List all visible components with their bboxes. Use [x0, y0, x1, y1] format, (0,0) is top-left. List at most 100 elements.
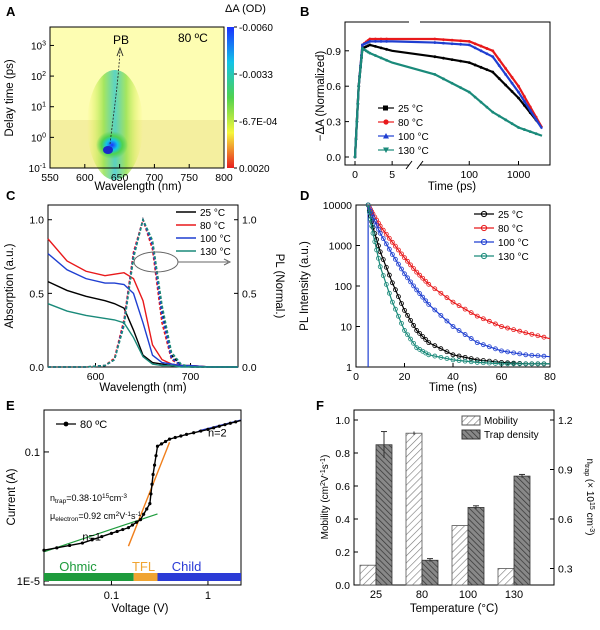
series-line-b-3 — [353, 46, 543, 158]
iv-line-e — [43, 419, 242, 551]
data-point-d — [450, 324, 456, 329]
data-point-d — [438, 354, 444, 360]
xtick-label-d: 40 — [447, 371, 459, 383]
data-point-e — [192, 431, 196, 435]
data-point-b — [473, 95, 477, 99]
data-point-d — [450, 299, 456, 305]
colorbar-tick-label: -0.0060 — [239, 23, 273, 34]
data-point-d — [511, 361, 517, 367]
data-point-b — [522, 99, 526, 103]
legend-b-label: 80 °C — [398, 118, 423, 129]
data-point-d — [411, 266, 416, 271]
data-point-b — [368, 37, 372, 41]
data-point-b — [479, 65, 483, 69]
data-point-d — [383, 241, 389, 247]
axes-a: 550 600 650 700 750 800 10-1 100 101 102 103 — [29, 40, 233, 184]
data-point-b — [522, 95, 526, 98]
colorbar-tick-label: 0.0020 — [239, 164, 270, 175]
data-point-b — [485, 47, 489, 50]
ytick-label-b: 0.3 — [326, 117, 341, 129]
ytick-label-f: 0.0 — [335, 580, 350, 592]
pb-arrow-head — [116, 46, 124, 57]
data-point-d — [535, 353, 541, 359]
data-point-b — [473, 42, 477, 46]
legend-b-marker — [383, 105, 388, 111]
data-point-b — [517, 96, 520, 100]
data-point-d — [377, 230, 383, 236]
data-point-d — [499, 361, 504, 367]
data-point-d — [376, 255, 381, 261]
data-point-e — [163, 439, 168, 444]
data-point-e — [55, 546, 59, 550]
data-point-d — [529, 331, 535, 337]
data-point-b — [491, 110, 495, 114]
data-point-d — [420, 294, 426, 300]
ytick-label-e: 1E-5 — [17, 576, 40, 588]
data-point-b — [353, 155, 357, 159]
legend-d: 25 °C 80 °C 100 °C 130 °C — [474, 210, 529, 263]
data-point-b — [385, 47, 388, 51]
data-point-b — [442, 56, 445, 60]
data-point-d — [511, 327, 517, 333]
data-point-d — [480, 316, 486, 322]
ytick-label-f: 0.6 — [335, 481, 350, 493]
data-point-d — [365, 202, 371, 208]
data-point-d — [468, 336, 474, 341]
data-point-d — [408, 262, 413, 268]
data-point-b — [358, 75, 362, 79]
axis-break-top — [409, 19, 420, 26]
data-point-d — [380, 273, 386, 278]
data-point-d — [535, 333, 541, 339]
data-point-d — [444, 318, 450, 324]
data-point-b — [368, 51, 372, 55]
slope-label-n2: n=2 — [208, 428, 227, 440]
data-point-d — [393, 243, 398, 249]
data-point-d — [468, 310, 474, 316]
data-point-b — [374, 44, 377, 48]
data-point-d — [432, 353, 438, 359]
y2tick-label-f: 0.6 — [558, 514, 573, 526]
xtick-label-c: 600 — [87, 371, 105, 383]
panel-f: F 0.0 0.2 0.4 0.6 0.8 1.0 0.3 0.6 0.9 1.2 25 80 100 1… — [316, 398, 595, 615]
xtick-label-a: 550 — [41, 172, 59, 184]
data-point-b — [450, 38, 454, 42]
series-line-b-0 — [353, 43, 543, 158]
data-point-b — [479, 49, 483, 53]
data-point-b — [504, 83, 508, 87]
legend-d-marker — [480, 252, 488, 260]
axis-break-mark — [405, 160, 424, 170]
data-point-b — [510, 81, 514, 85]
y2tick-label-f: 0.9 — [558, 465, 573, 477]
data-point-d — [383, 281, 389, 287]
data-point-d — [438, 313, 444, 318]
data-point-b — [360, 56, 363, 60]
data-point-e — [173, 435, 177, 440]
data-point-d — [444, 356, 450, 362]
data-point-d — [376, 243, 381, 249]
legend-c-label: 80 °C — [200, 221, 225, 232]
data-point-b — [379, 37, 383, 41]
data-point-b — [354, 137, 358, 141]
data-point-d — [376, 226, 381, 232]
data-point-d — [399, 266, 404, 272]
data-point-d — [462, 306, 468, 312]
data-point-d — [405, 332, 410, 338]
ytick-label-b: 0.6 — [326, 81, 341, 93]
data-point-e — [217, 424, 221, 428]
data-point-e — [152, 463, 157, 467]
xtick-label-d: 60 — [496, 371, 508, 383]
data-point-b — [374, 54, 377, 57]
data-point-b — [485, 52, 489, 56]
data-point-b — [504, 73, 508, 76]
panel-letter-d: D — [300, 188, 309, 203]
data-point-b — [497, 114, 501, 118]
data-point-b — [479, 44, 483, 48]
plot-area-c: 600 700 0.0 0.5 1.0 0.0 0.5 1.0 — [29, 215, 256, 383]
data-point-d — [480, 342, 486, 348]
data-point-b — [534, 118, 538, 121]
data-point-d — [535, 361, 541, 367]
data-point-d — [511, 350, 517, 356]
xlabel-d: Time (ns) — [429, 382, 477, 394]
absorption-line-c-3 — [47, 303, 238, 368]
